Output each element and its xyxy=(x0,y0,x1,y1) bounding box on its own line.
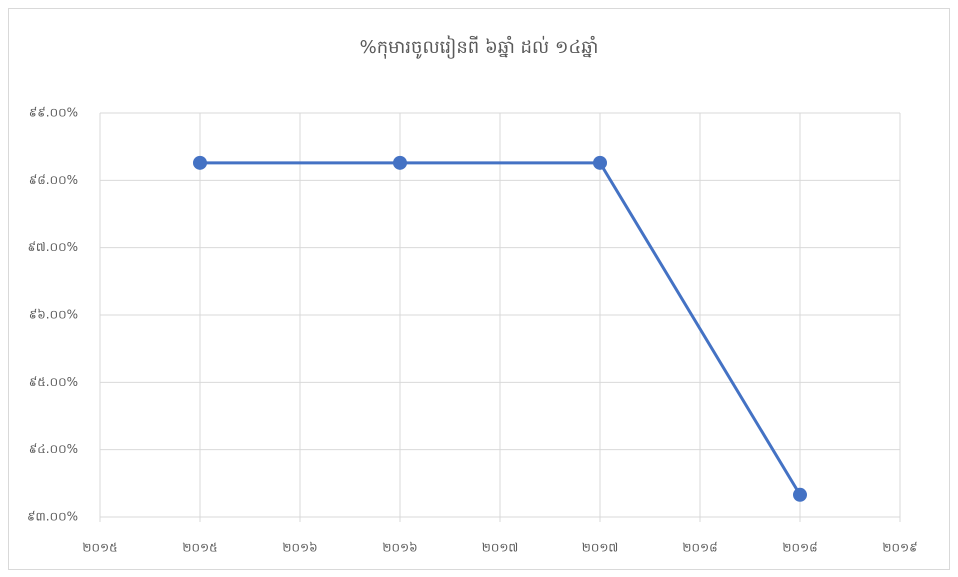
data-point xyxy=(793,487,807,502)
chart-border xyxy=(8,8,950,570)
y-tick-label: ៩៩.០០% xyxy=(29,106,78,120)
y-tick-label: ៩៣.០០% xyxy=(27,510,78,524)
y-tick-label: ៩៦.០០% xyxy=(29,308,78,322)
x-tick-label: ២០១៩ xyxy=(882,541,917,555)
x-tick-label: ២០១៥ xyxy=(182,541,217,555)
x-tick-label: ២០១៧ xyxy=(582,541,619,555)
data-point xyxy=(593,155,607,170)
y-tick-label: ៩៥.០០% xyxy=(29,375,78,389)
x-tick-label: ២០១៦ xyxy=(282,541,317,555)
y-tick-label: ៩៨.០០% xyxy=(29,173,78,187)
x-tick-label: ២០១៨ xyxy=(682,541,717,555)
y-tick-label: ៩៧.០០% xyxy=(27,240,78,254)
y-tick-label: ៩៤.០០% xyxy=(29,442,78,456)
x-tick-label: ២០១៥ xyxy=(82,541,117,555)
chart-title: %កុមារចូលរៀនពី ៦ឆ្នាំ ដល់ ១៤ឆ្នាំ xyxy=(360,35,599,59)
x-tick-label: ២០១៧ xyxy=(482,541,519,555)
data-point xyxy=(193,155,207,170)
x-tick-label: ២០១៨ xyxy=(782,541,817,555)
x-tick-label: ២០១៦ xyxy=(382,541,417,555)
data-point xyxy=(393,155,407,170)
series-line xyxy=(200,161,802,496)
